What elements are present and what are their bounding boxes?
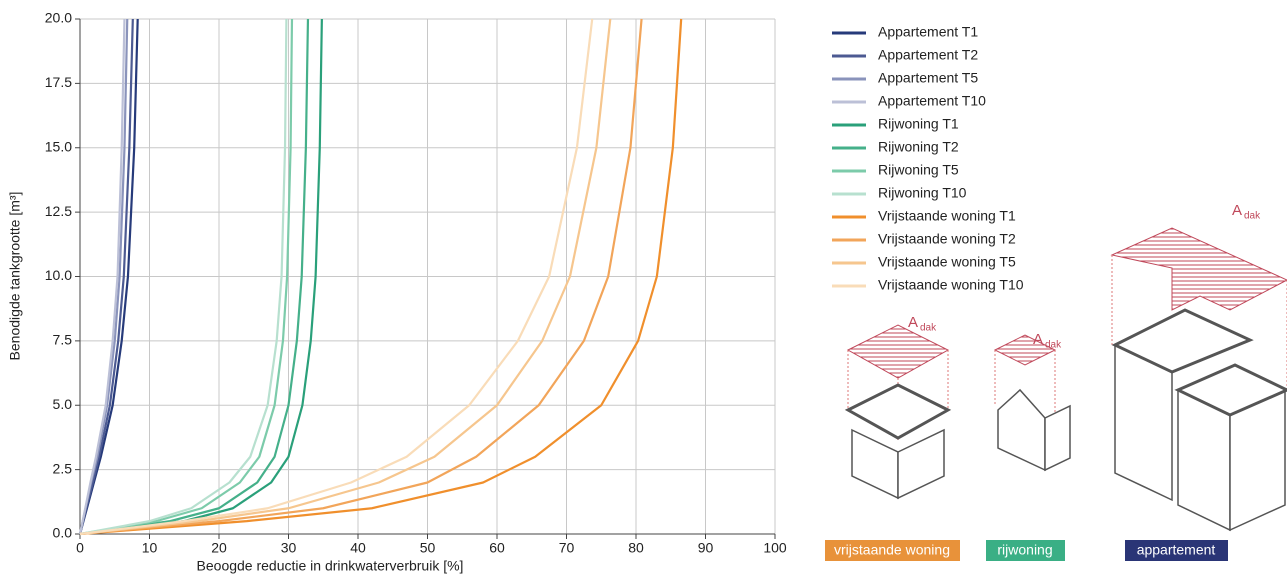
house-type-label: rijwoning xyxy=(997,542,1052,558)
illustration-rijwoning: A dak xyxy=(993,331,1071,472)
series-line xyxy=(79,18,612,536)
legend-label: Appartement T2 xyxy=(878,47,978,63)
x-tick-label: 40 xyxy=(350,540,366,556)
legend-label: Appartement T5 xyxy=(878,70,978,86)
roof-label: A xyxy=(908,314,918,331)
legend-label: Appartement T10 xyxy=(878,93,986,109)
x-tick-label: 80 xyxy=(628,540,644,556)
legend-label: Vrijstaande woning T2 xyxy=(878,231,1016,247)
roof-label: A xyxy=(1033,331,1043,348)
roof-area xyxy=(1110,227,1287,311)
house-wall xyxy=(851,428,899,500)
series-line xyxy=(79,18,294,536)
y-axis-label: Benodigde tankgrootte [m³] xyxy=(7,192,23,361)
y-tick-label: 2.5 xyxy=(53,460,73,476)
series-line xyxy=(79,18,288,536)
legend-label: Rijwoning T1 xyxy=(878,116,959,132)
house-type-label: vrijstaande woning xyxy=(834,542,950,558)
illustration-appartement: A dak xyxy=(1110,202,1287,532)
roof-label-sub: dak xyxy=(1045,340,1062,351)
y-tick-label: 17.5 xyxy=(45,74,72,90)
legend-label: Rijwoning T2 xyxy=(878,139,959,155)
roof-label-sub: dak xyxy=(920,323,937,334)
x-tick-label: 0 xyxy=(76,540,84,556)
legend-label: Vrijstaande woning T1 xyxy=(878,208,1016,224)
x-tick-label: 70 xyxy=(559,540,575,556)
legend-label: Rijwoning T5 xyxy=(878,162,959,178)
house-wall xyxy=(897,428,945,500)
y-tick-label: 10.0 xyxy=(45,267,72,283)
y-tick-label: 20.0 xyxy=(45,10,72,26)
house-roof xyxy=(1174,363,1287,417)
x-tick-label: 20 xyxy=(211,540,227,556)
x-tick-label: 100 xyxy=(763,540,787,556)
house-wall xyxy=(997,388,1046,472)
x-tick-label: 30 xyxy=(281,540,297,556)
x-axis-label: Beoogde reductie in drinkwaterverbruik [… xyxy=(197,558,464,574)
legend-label: Vrijstaande woning T5 xyxy=(878,254,1016,270)
house-roof xyxy=(1111,308,1254,374)
label-box xyxy=(825,540,960,561)
series-line xyxy=(78,18,126,535)
series-line xyxy=(79,18,310,536)
y-tick-label: 0.0 xyxy=(53,525,73,541)
series-line xyxy=(79,18,323,536)
x-tick-label: 90 xyxy=(698,540,714,556)
house-wall xyxy=(1044,404,1071,472)
x-tick-label: 10 xyxy=(142,540,158,556)
x-tick-label: 50 xyxy=(420,540,436,556)
y-tick-label: 7.5 xyxy=(53,332,73,348)
x-tick-label: 60 xyxy=(489,540,505,556)
series-line xyxy=(79,18,643,536)
y-tick-label: 12.5 xyxy=(45,203,72,219)
series-line xyxy=(79,18,594,536)
legend: Appartement T1 Appartement T2 Appartement … xyxy=(832,24,1024,293)
house-type-label: appartement xyxy=(1137,542,1216,558)
house-roof xyxy=(844,383,952,440)
y-tick-label: 5.0 xyxy=(53,396,73,412)
series-line xyxy=(79,18,683,536)
legend-label: Appartement T1 xyxy=(878,24,978,40)
roof-label-sub: dak xyxy=(1244,211,1261,222)
label-box xyxy=(986,540,1065,561)
legend-label: Rijwoning T10 xyxy=(878,185,967,201)
y-tick-label: 15.0 xyxy=(45,138,72,154)
legend-label: Vrijstaande woning T10 xyxy=(878,277,1024,293)
roof-label: A xyxy=(1232,202,1242,219)
plot-area: 0 10 20 30 40 50 60 70 80 90 100 0.0 2.5 5.0 7.5 10.0 12… xyxy=(45,10,787,556)
label-box xyxy=(1125,540,1228,561)
illustration-vrijstaand: A dak xyxy=(844,314,952,500)
